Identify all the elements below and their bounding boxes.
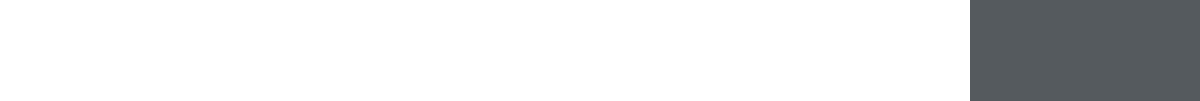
- Text: The molar mass of K₂Cr₂O₇ is 294.185 g/mol.: The molar mass of K₂Cr₂O₇ is 294.185 g/m…: [274, 99, 553, 101]
- Text: (c) What is the molarity of the dichromate anion?: (c) What is the molarity of the dichroma…: [426, 79, 734, 92]
- Text: (b) What is the molarity of the potassium cation?: (b) What is the molarity of the potassiu…: [426, 57, 731, 70]
- Text: 3.        Assume that 2.4886 g of K₂Cr₂O₇ is dissolved in enough water to make 1: 3. Assume that 2.4886 g of K₂Cr₂O₇ is di…: [274, 12, 893, 25]
- Text: (a) What is the molarity of K₂Cr₂O₇?: (a) What is the molarity of K₂Cr₂O₇?: [426, 34, 649, 47]
